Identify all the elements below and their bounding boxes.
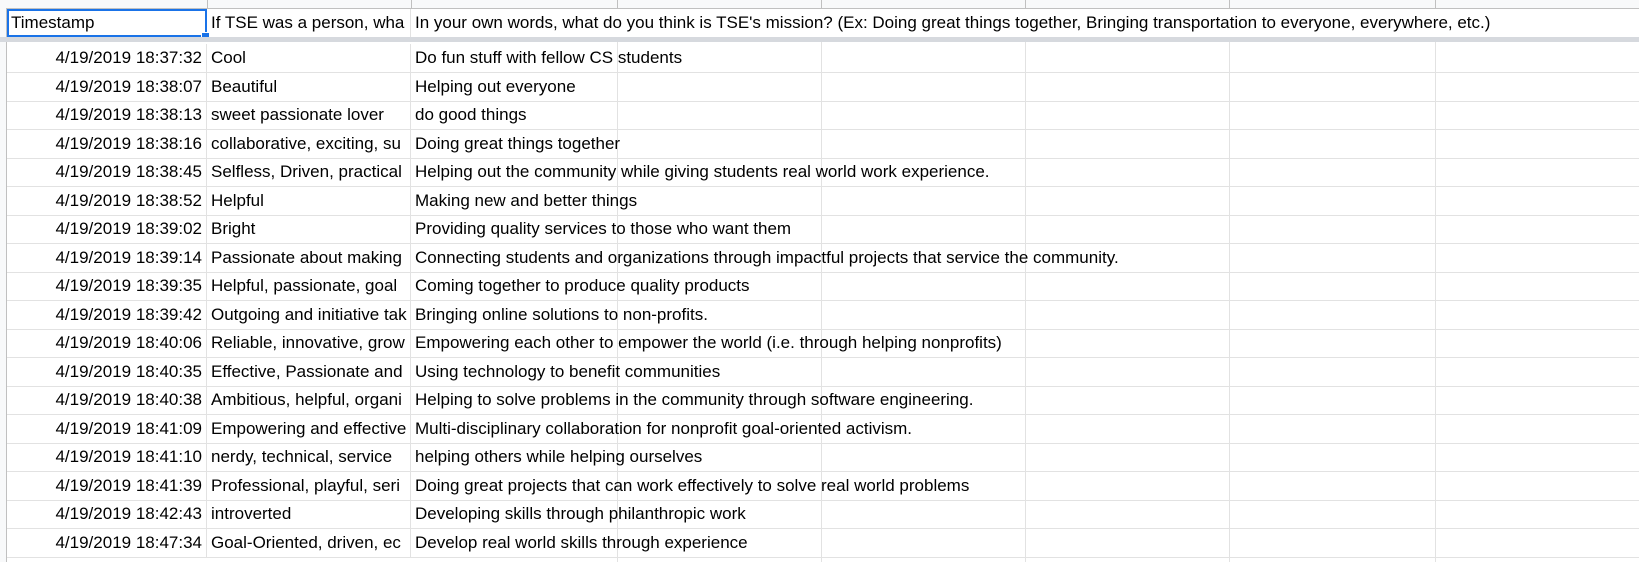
mission-cell[interactable]: Helping to solve problems in the communi… <box>415 390 974 409</box>
timestamp-cell[interactable]: 4/19/2019 18:38:52 <box>7 186 207 215</box>
column-separator[interactable] <box>821 0 822 8</box>
table-row: 4/19/2019 18:42:43 introverted Developing … <box>7 500 1639 529</box>
timestamp-cell[interactable]: 4/19/2019 18:39:02 <box>7 215 207 243</box>
table-row: 4/19/2019 18:38:13 sweet passionate lover… <box>7 101 1639 130</box>
mission-cell[interactable]: Providing quality services to those who … <box>415 219 792 238</box>
table-row: 4/19/2019 18:39:35 Helpful, passionate, g… <box>7 272 1639 301</box>
timestamp-cell[interactable]: 4/19/2019 18:41:10 <box>7 443 207 471</box>
column-separator[interactable] <box>617 0 618 8</box>
mission-cell[interactable]: Empowering each other to empower the wor… <box>415 333 1002 352</box>
person-cell[interactable]: introverted <box>207 500 411 528</box>
mission-cell[interactable]: Doing great projects that can work effec… <box>415 475 970 495</box>
table-row: 4/19/2019 18:37:32 Cool Do fun stuff with … <box>7 44 1639 73</box>
timestamp-cell[interactable]: 4/19/2019 18:38:45 <box>7 158 207 186</box>
header-cell-timestamp[interactable]: Timestamp <box>7 9 207 37</box>
mission-cell[interactable]: Making new and better things <box>415 190 638 210</box>
person-cell[interactable]: Effective, Passionate and <box>207 357 411 386</box>
column-separator[interactable] <box>411 0 412 8</box>
timestamp-cell[interactable]: 4/19/2019 18:41:09 <box>7 414 207 443</box>
table-row: 4/19/2019 18:47:34 Goal-Oriented, driven,… <box>7 528 1639 558</box>
table-row: 4/19/2019 18:41:10 nerdy, technical, serv… <box>7 443 1639 472</box>
timestamp-cell[interactable]: 4/19/2019 18:39:42 <box>7 300 207 329</box>
mission-cell[interactable]: Using technology to benefit communities <box>415 361 721 381</box>
timestamp-cell[interactable]: 4/19/2019 18:38:07 <box>7 72 207 101</box>
person-cell[interactable]: nerdy, technical, service <box>207 443 411 471</box>
person-cell[interactable]: Ambitious, helpful, organi <box>207 386 411 414</box>
header-cell-person[interactable]: If TSE was a person, wha <box>207 9 411 37</box>
mission-cell[interactable]: Connecting students and organizations th… <box>415 247 1119 267</box>
timestamp-cell[interactable]: 4/19/2019 18:39:14 <box>7 243 207 272</box>
person-cell[interactable]: Selfless, Driven, practical <box>207 158 411 186</box>
timestamp-cell[interactable]: 4/19/2019 18:42:43 <box>7 500 207 528</box>
timestamp-cell[interactable]: 4/19/2019 18:41:39 <box>7 471 207 500</box>
header-cell-mission[interactable]: In your own words, what do you think is … <box>415 13 1491 32</box>
person-cell[interactable]: sweet passionate lover <box>207 101 411 129</box>
person-cell[interactable]: Reliable, innovative, grow <box>207 329 411 357</box>
timestamp-cell[interactable]: 4/19/2019 18:40:38 <box>7 386 207 414</box>
mission-cell[interactable]: Bringing online solutions to non-profits… <box>415 304 708 324</box>
person-cell[interactable]: Empowering and effective <box>207 414 411 443</box>
table-row: 4/19/2019 18:38:16 collaborative, excitin… <box>7 129 1639 159</box>
frozen-row-divider[interactable] <box>0 37 1639 42</box>
mission-cell[interactable]: Develop real world skills through experi… <box>415 532 748 552</box>
grid-line <box>821 42 822 562</box>
table-row: 4/19/2019 18:40:06 Reliable, innovative, … <box>7 329 1639 358</box>
table-row: 4/19/2019 18:41:39 Professional, playful,… <box>7 471 1639 501</box>
column-separator[interactable] <box>1435 0 1436 8</box>
person-cell[interactable]: Helpful <box>207 186 411 215</box>
column-separator[interactable] <box>1229 0 1230 8</box>
timestamp-cell[interactable]: 4/19/2019 18:37:32 <box>7 44 207 72</box>
table-row: 4/19/2019 18:40:35 Effective, Passionate … <box>7 357 1639 387</box>
grid-line <box>617 42 618 562</box>
timestamp-cell[interactable]: 4/19/2019 18:40:06 <box>7 329 207 357</box>
timestamp-cell[interactable]: 4/19/2019 18:47:34 <box>7 528 207 557</box>
grid-line <box>1025 42 1026 562</box>
table-row: 4/19/2019 18:39:14 Passionate about makin… <box>7 243 1639 273</box>
person-cell[interactable]: Passionate about making <box>207 243 411 272</box>
table-row: 4/19/2019 18:38:45 Selfless, Driven, prac… <box>7 158 1639 187</box>
mission-cell[interactable]: Helping out the community while giving s… <box>415 162 990 181</box>
grid-line <box>1435 42 1436 562</box>
person-cell[interactable]: Professional, playful, seri <box>207 471 411 500</box>
row-header-gutter <box>0 8 7 562</box>
person-cell[interactable]: collaborative, exciting, su <box>207 129 411 158</box>
grid-line <box>1229 42 1230 562</box>
table-row: 4/19/2019 18:40:38 Ambitious, helpful, or… <box>7 386 1639 415</box>
header-row: Timestamp If TSE was a person, wha In yo… <box>7 9 1639 38</box>
mission-cell[interactable]: Doing great things together <box>415 133 621 153</box>
person-cell[interactable]: Helpful, passionate, goal <box>207 272 411 300</box>
table-row: 4/19/2019 18:39:42 Outgoing and initiativ… <box>7 300 1639 330</box>
mission-cell[interactable]: Helping out everyone <box>415 76 576 96</box>
mission-cell[interactable]: Coming together to produce quality produ… <box>415 276 750 295</box>
column-header-strip <box>0 0 1639 9</box>
table-row: 4/19/2019 18:39:02 Bright Providing qualit… <box>7 215 1639 244</box>
column-separator[interactable] <box>1025 0 1026 8</box>
person-cell[interactable]: Goal-Oriented, driven, ec <box>207 528 411 557</box>
timestamp-cell[interactable]: 4/19/2019 18:39:35 <box>7 272 207 300</box>
mission-cell[interactable]: Multi-disciplinary collaboration for non… <box>415 418 913 438</box>
timestamp-cell[interactable]: 4/19/2019 18:38:13 <box>7 101 207 129</box>
table-row: 4/19/2019 18:38:07 Beautiful Helping out e… <box>7 72 1639 102</box>
mission-cell[interactable]: Do fun stuff with fellow CS students <box>415 48 683 67</box>
mission-cell[interactable]: do good things <box>415 105 527 124</box>
column-separator[interactable] <box>207 0 208 8</box>
person-cell[interactable]: Cool <box>207 44 411 72</box>
table-row: 4/19/2019 18:41:09 Empowering and effecti… <box>7 414 1639 444</box>
mission-cell[interactable]: Developing skills through philanthropic … <box>415 504 746 523</box>
person-cell[interactable]: Beautiful <box>207 72 411 101</box>
person-cell[interactable]: Outgoing and initiative tak <box>207 300 411 329</box>
timestamp-cell[interactable]: 4/19/2019 18:38:16 <box>7 129 207 158</box>
table-row: 4/19/2019 18:38:52 Helpful Making new and … <box>7 186 1639 216</box>
timestamp-cell[interactable]: 4/19/2019 18:40:35 <box>7 357 207 386</box>
person-cell[interactable]: Bright <box>207 215 411 243</box>
mission-cell[interactable]: helping others while helping ourselves <box>415 447 703 466</box>
